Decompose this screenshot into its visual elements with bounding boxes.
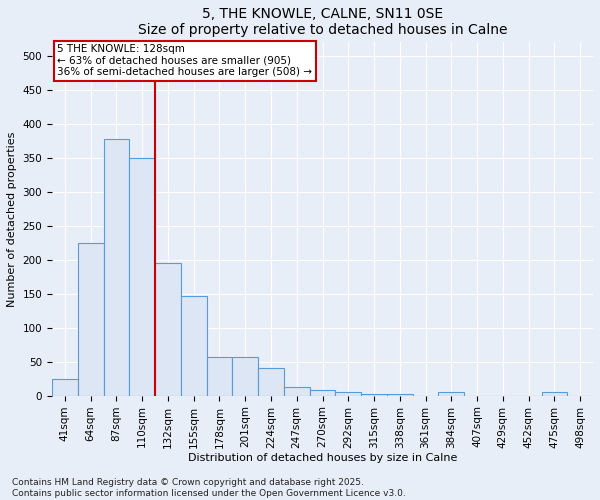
X-axis label: Distribution of detached houses by size in Calne: Distribution of detached houses by size …	[188, 453, 457, 463]
Title: 5, THE KNOWLE, CALNE, SN11 0SE
Size of property relative to detached houses in C: 5, THE KNOWLE, CALNE, SN11 0SE Size of p…	[138, 7, 507, 37]
Bar	[284, 387, 310, 396]
Bar	[232, 357, 258, 396]
Bar	[52, 378, 78, 396]
Bar	[258, 368, 284, 396]
Y-axis label: Number of detached properties: Number of detached properties	[7, 132, 17, 307]
Bar	[387, 394, 413, 396]
Bar	[206, 357, 232, 396]
Bar	[155, 263, 181, 396]
Text: Contains HM Land Registry data © Crown copyright and database right 2025.
Contai: Contains HM Land Registry data © Crown c…	[12, 478, 406, 498]
Bar	[335, 392, 361, 396]
Bar	[129, 158, 155, 396]
Bar	[181, 296, 206, 396]
Bar	[104, 139, 129, 396]
Bar	[310, 390, 335, 396]
Bar	[361, 394, 387, 396]
Text: 5 THE KNOWLE: 128sqm
← 63% of detached houses are smaller (905)
36% of semi-deta: 5 THE KNOWLE: 128sqm ← 63% of detached h…	[58, 44, 313, 78]
Bar	[542, 392, 567, 396]
Bar	[439, 392, 464, 396]
Bar	[78, 243, 104, 396]
